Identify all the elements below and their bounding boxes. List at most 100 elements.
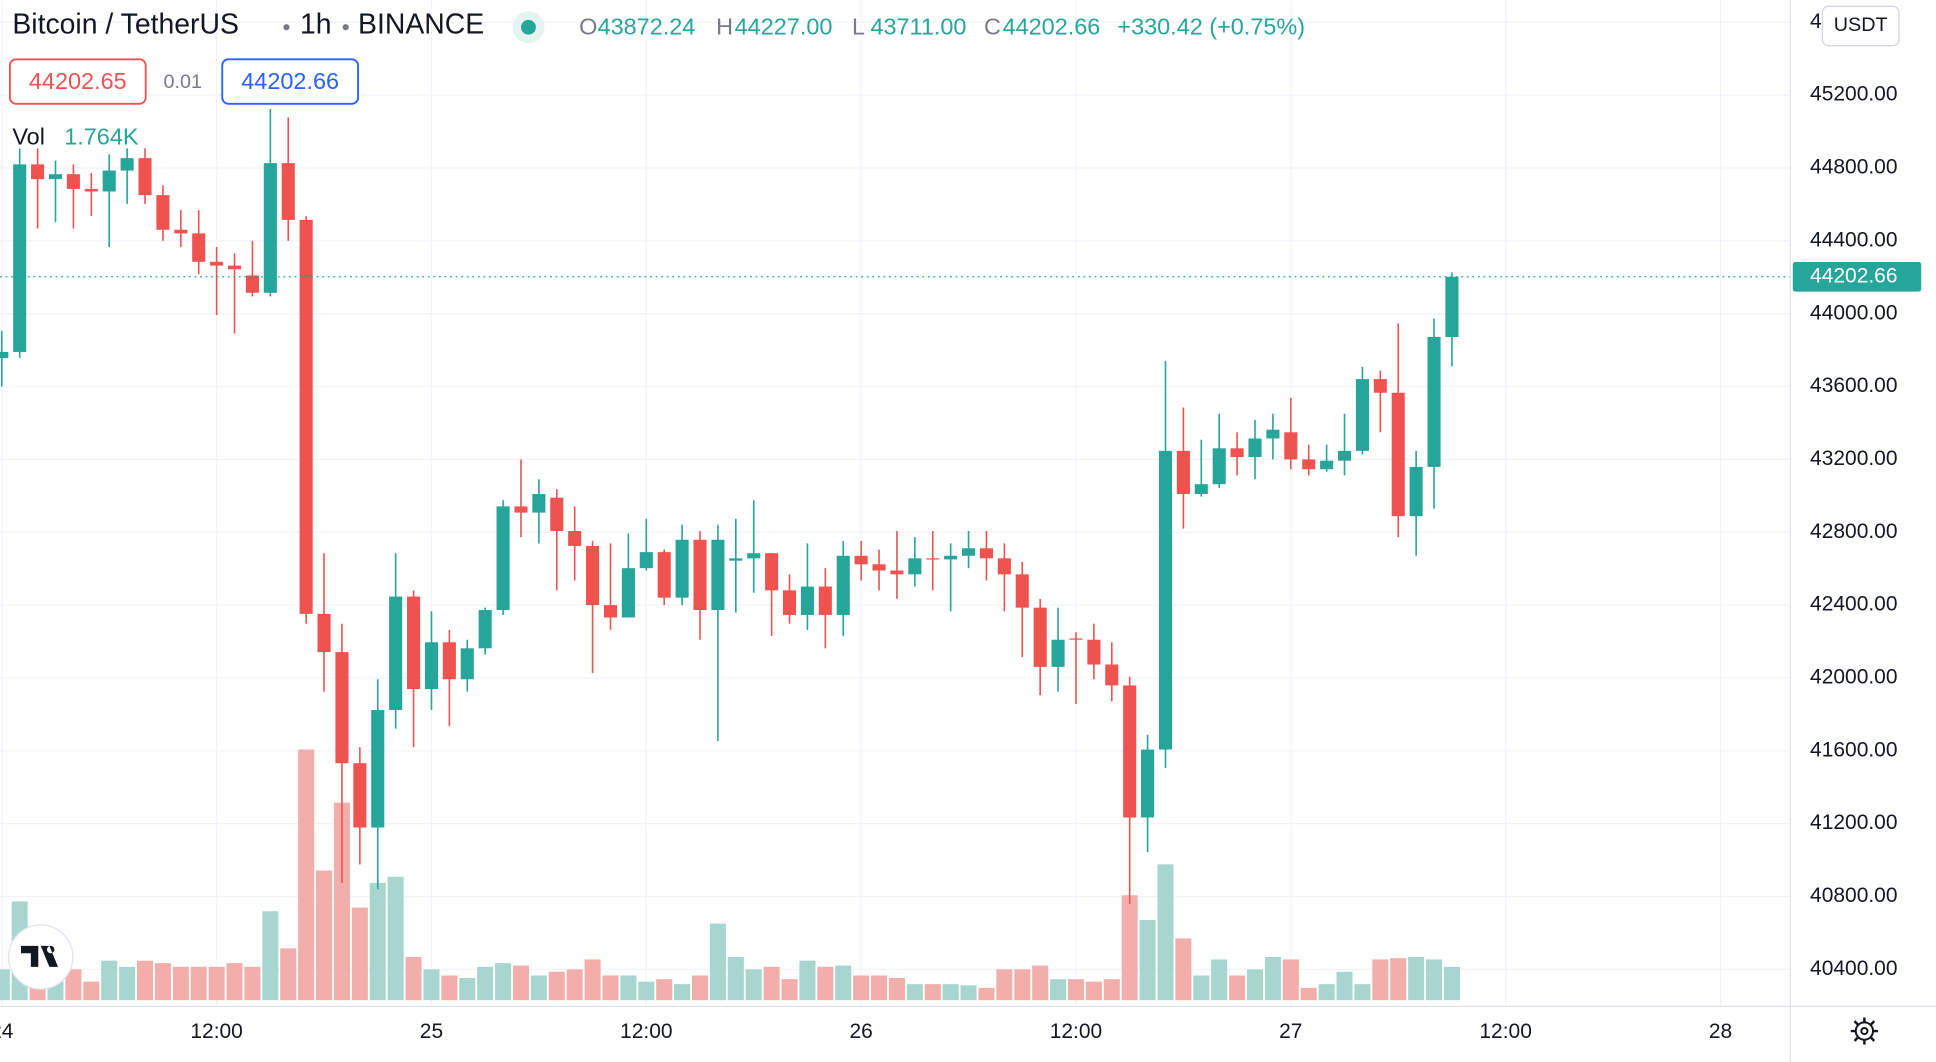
last-price-tag — [1792, 261, 1922, 292]
volume-bar — [924, 984, 941, 1001]
candle-body — [962, 548, 976, 556]
y-tick-label: 45200.00 — [1810, 83, 1897, 106]
volume-bar — [888, 977, 905, 1001]
candle-body — [1087, 639, 1101, 665]
volume-bar — [942, 984, 959, 1001]
exchange: BINANCE — [358, 9, 484, 41]
candle-body — [102, 170, 116, 192]
candle-body — [263, 163, 277, 293]
volume-bar — [817, 966, 834, 1001]
candle-body — [1069, 638, 1083, 640]
volume-bar — [709, 923, 726, 1001]
candle-body — [1015, 574, 1029, 608]
sell-button[interactable] — [8, 58, 147, 105]
volume-name: Vol — [12, 124, 45, 150]
candle-body — [1105, 664, 1119, 686]
candle-body — [836, 555, 850, 615]
volume-bar — [1282, 959, 1299, 1001]
y-tick-label: 40800.00 — [1810, 884, 1897, 907]
volume-bar — [262, 911, 279, 1001]
ohlc-value: 44227.00 — [735, 14, 833, 40]
volume-bar — [298, 749, 315, 1001]
candle-body — [1230, 448, 1244, 458]
volume-bar — [1050, 979, 1067, 1001]
volume-bar — [441, 975, 458, 1001]
candle-body — [1373, 379, 1387, 393]
candle-body — [496, 506, 510, 611]
candle-body — [84, 188, 98, 192]
volume-bar — [602, 975, 619, 1001]
plot — [0, 108, 1791, 1001]
y-tick-label: 44800.00 — [1810, 156, 1897, 179]
y-tick-label: 44400.00 — [1810, 228, 1897, 251]
candle-body — [1194, 484, 1208, 495]
candle-body — [13, 164, 27, 352]
y-tick-label: 43200.00 — [1810, 447, 1897, 470]
candle-body — [1176, 450, 1190, 495]
market-status[interactable] — [521, 19, 536, 35]
volume-bar — [280, 948, 297, 1001]
volume-bar — [960, 985, 977, 1001]
volume-bar — [316, 870, 333, 1001]
ohlc-value: 43711.00 — [870, 14, 966, 40]
volume-bar — [1336, 971, 1353, 1001]
volume-bar — [1085, 981, 1102, 1001]
candle-body — [621, 568, 635, 618]
axes: 40400.00 40800.00 41200.00 41600.00 42000.00… — [0, 10, 1922, 1043]
candle-body — [872, 564, 886, 571]
candle-body — [926, 558, 940, 560]
volume-value: 1.764K — [64, 124, 139, 150]
candle-body — [478, 610, 492, 649]
volume-bar — [351, 907, 368, 1001]
candle-body — [1123, 685, 1137, 818]
volume-bar — [1121, 895, 1138, 1001]
candle-body — [1141, 749, 1155, 818]
volume-bar — [835, 965, 852, 1001]
volume-bar — [691, 975, 709, 1001]
volume-bar — [423, 969, 440, 1001]
volume-bar — [0, 969, 10, 1001]
symbol: Bitcoin / TetherUS — [12, 9, 239, 41]
volume-bar — [1229, 975, 1246, 1001]
volume-bar — [1211, 959, 1228, 1001]
volume-bar — [226, 963, 243, 1001]
volume-bar — [620, 975, 637, 1001]
candle-body — [944, 555, 958, 560]
candle-body — [138, 158, 152, 196]
candle-body — [192, 233, 206, 262]
x-tick-label: 12:00 — [1050, 1020, 1102, 1043]
settings-button[interactable] — [1850, 1017, 1878, 1045]
interval[interactable]: 1h — [300, 9, 332, 41]
logo-glyph — [20, 945, 59, 967]
volume-bar — [387, 876, 404, 1001]
volume-bar — [763, 966, 780, 1001]
candle-body — [120, 158, 134, 171]
volume-bar — [1300, 987, 1317, 1001]
gear-hub — [1860, 1026, 1869, 1036]
candle-body — [1284, 432, 1298, 460]
volume-bar — [512, 965, 530, 1001]
candle-body — [335, 652, 349, 764]
ohlc-legend: O 43872.24 H 44227.00 L 43711.00 C 44202.66 — [579, 14, 1100, 40]
y-tick-label: 41600.00 — [1810, 738, 1897, 761]
candle-body — [639, 552, 653, 569]
y-tick-label: 44000.00 — [1810, 301, 1897, 324]
volume-bar — [83, 981, 100, 1001]
change: +330.42 (+0.75%) — [1117, 14, 1305, 40]
candle-body — [227, 265, 242, 270]
volume-bar — [1443, 966, 1460, 1001]
currency-button[interactable] — [1821, 5, 1900, 47]
volume-bar — [1175, 938, 1192, 1001]
volume-bar — [530, 975, 547, 1001]
candle-body — [586, 545, 600, 606]
candle-body — [389, 596, 403, 711]
volume-bar — [101, 960, 118, 1001]
candle-body — [693, 539, 707, 611]
candle-body — [1248, 438, 1262, 458]
candle-body — [174, 229, 188, 234]
candle-body — [818, 586, 832, 615]
volume-bar — [190, 966, 207, 1001]
volume-bar — [405, 956, 422, 1001]
buy-button[interactable] — [221, 58, 359, 105]
logo[interactable] — [8, 924, 74, 990]
